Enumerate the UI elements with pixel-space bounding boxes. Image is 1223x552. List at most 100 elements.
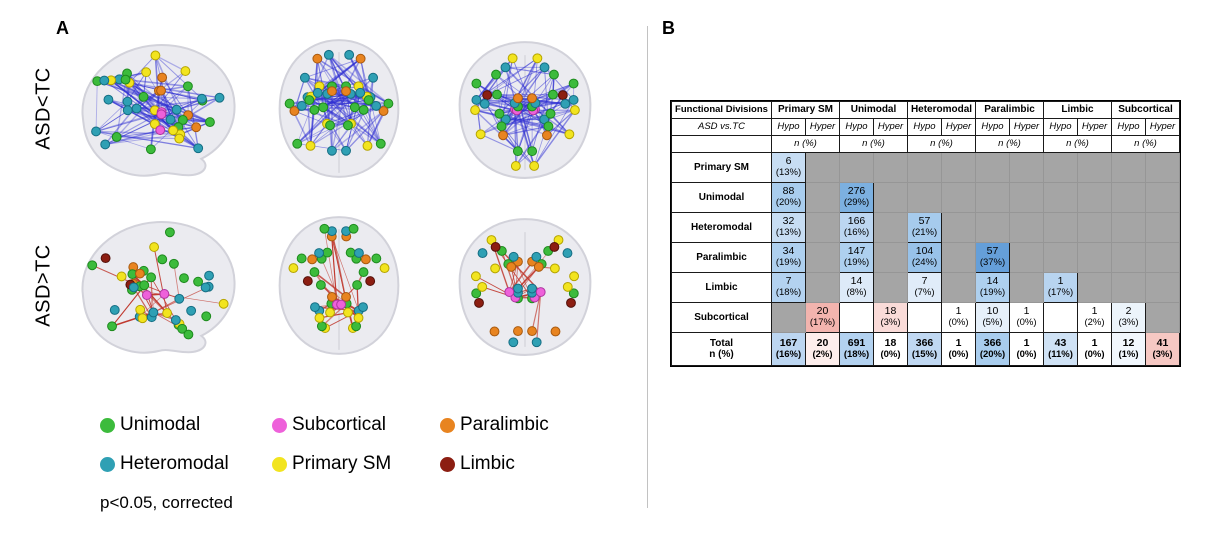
table-cell xyxy=(1145,242,1180,273)
unit-label: n (%) xyxy=(975,135,1044,153)
subheader-hypo: Hypo xyxy=(907,118,942,136)
panel-a-label: A xyxy=(56,18,69,38)
nodes-layer xyxy=(288,223,390,333)
table-cell xyxy=(1043,152,1078,183)
legend-label: Unimodal xyxy=(120,414,201,435)
table-cell xyxy=(941,152,976,183)
table-cell: 1 (0%) xyxy=(1009,332,1044,366)
table-cell xyxy=(1043,242,1078,273)
table-cell: 147 (19%) xyxy=(839,242,874,273)
legend-label: Subcortical xyxy=(292,414,386,435)
row-label: Heteromodal xyxy=(671,212,772,243)
unit-label: n (%) xyxy=(1111,135,1180,153)
table-cell: 32 (13%) xyxy=(771,212,806,243)
legend-dot-icon xyxy=(272,417,287,433)
subheader-hypo: Hypo xyxy=(839,118,874,136)
table-cell: 34 (19%) xyxy=(771,242,806,273)
table-cell xyxy=(873,212,908,243)
connectivity-table: Functional Divisions Primary SM Unimodal He… xyxy=(671,101,1180,366)
legend-dot-icon xyxy=(440,417,455,433)
legend-item-primary-sm: Primary SM xyxy=(272,453,440,475)
table-cell xyxy=(1145,182,1180,213)
table-cell xyxy=(975,212,1010,243)
table-cell: 1 (0%) xyxy=(1077,332,1112,366)
table-cell xyxy=(1077,242,1112,273)
legend-dot-icon xyxy=(272,456,287,472)
table-cell: 1 (2%) xyxy=(1077,302,1112,333)
table-cell: 14 (19%) xyxy=(975,272,1010,303)
brain-views xyxy=(62,28,616,189)
table-cell xyxy=(839,302,874,333)
brain-view-axial xyxy=(278,216,400,355)
significance-note: p<0.05, corrected xyxy=(100,493,233,512)
nodes-layer xyxy=(470,53,580,171)
panel-b-label: B xyxy=(662,18,675,38)
table-row: Heteromodal 32 (13%) 166 (16%) 57 (21%) xyxy=(671,212,1180,243)
table-cell xyxy=(1145,152,1180,183)
table-cell xyxy=(1145,272,1180,303)
subheader-hyper: Hyper xyxy=(941,118,976,136)
table-cell xyxy=(1009,212,1044,243)
legend-item-subcortical: Subcortical xyxy=(272,414,440,436)
legend-label: Limbic xyxy=(460,453,515,474)
table-cell xyxy=(1111,152,1146,183)
table-cell xyxy=(805,212,840,243)
legend-label: Heteromodal xyxy=(120,453,229,474)
table-cell: 366 (20%) xyxy=(975,332,1010,366)
table-cell xyxy=(1111,182,1146,213)
table-cell xyxy=(941,182,976,213)
brain-view-sagittal xyxy=(81,221,236,354)
legend-item-paralimbic: Paralimbic xyxy=(440,414,590,436)
table-cell xyxy=(839,152,874,183)
unit-label: n (%) xyxy=(1043,135,1112,153)
table-cell: 366 (15%) xyxy=(907,332,942,366)
table-cell xyxy=(805,272,840,303)
total-label: Total n (%) xyxy=(671,332,772,366)
table-cell xyxy=(1009,152,1044,183)
brain-views xyxy=(62,205,616,366)
division-header: Unimodal xyxy=(839,101,908,119)
panel-a: A ASD<TC ASD>TC Unimodal Subcortical Parali… xyxy=(26,18,616,512)
table-cell xyxy=(1077,272,1112,303)
table-cell xyxy=(805,182,840,213)
contrast-label: ASD<TC xyxy=(32,67,55,150)
subheader-hyper: Hyper xyxy=(1009,118,1044,136)
table-row: Paralimbic 34 (19%) 147 (19%) 104 (24%) 57 (37%) xyxy=(671,242,1180,273)
table-cell xyxy=(1077,152,1112,183)
row-label: Paralimbic xyxy=(671,242,772,273)
table-cell xyxy=(1111,272,1146,303)
table-cell: 1 (0%) xyxy=(941,332,976,366)
contrast-label: ASD>TC xyxy=(32,244,55,327)
table-cell xyxy=(907,302,942,333)
table-cell: 88 (20%) xyxy=(771,182,806,213)
subheader-hyper: Hyper xyxy=(805,118,840,136)
nodes-layer xyxy=(470,235,580,348)
connectivity-legend: Unimodal Subcortical Paralimbic Heteromodal… xyxy=(100,414,590,475)
table-wrap: Functional Divisions Primary SM Unimodal He… xyxy=(670,100,1181,367)
legend-label: Primary SM xyxy=(292,453,392,474)
table-cell xyxy=(1009,272,1044,303)
panel-divider xyxy=(647,26,648,508)
table-cell: 7 (7%) xyxy=(907,272,942,303)
table-cell xyxy=(1009,242,1044,273)
table-cell xyxy=(1043,302,1078,333)
table-cell: 166 (16%) xyxy=(839,212,874,243)
subheader-hypo: Hypo xyxy=(975,118,1010,136)
table-cell: 6 (13%) xyxy=(771,152,806,183)
table-cell xyxy=(805,152,840,183)
brain-row-asd-lt-tc: ASD<TC xyxy=(26,28,616,189)
table-cell xyxy=(941,242,976,273)
table-cell xyxy=(1077,212,1112,243)
subheader-hypo: Hypo xyxy=(771,118,806,136)
table-cell: 18 (3%) xyxy=(873,302,908,333)
subheader-hyper: Hyper xyxy=(1077,118,1112,136)
row-label: Limbic xyxy=(671,272,772,303)
table-cell xyxy=(873,272,908,303)
table-cell xyxy=(873,242,908,273)
blank-cell xyxy=(671,135,772,153)
subheader-hyper: Hyper xyxy=(1145,118,1180,136)
table-cell xyxy=(1111,212,1146,243)
row-label: Subcortical xyxy=(671,302,772,333)
table-cell: 1 (0%) xyxy=(1009,302,1044,333)
brain-grid: ASD<TC ASD>TC xyxy=(26,28,616,366)
